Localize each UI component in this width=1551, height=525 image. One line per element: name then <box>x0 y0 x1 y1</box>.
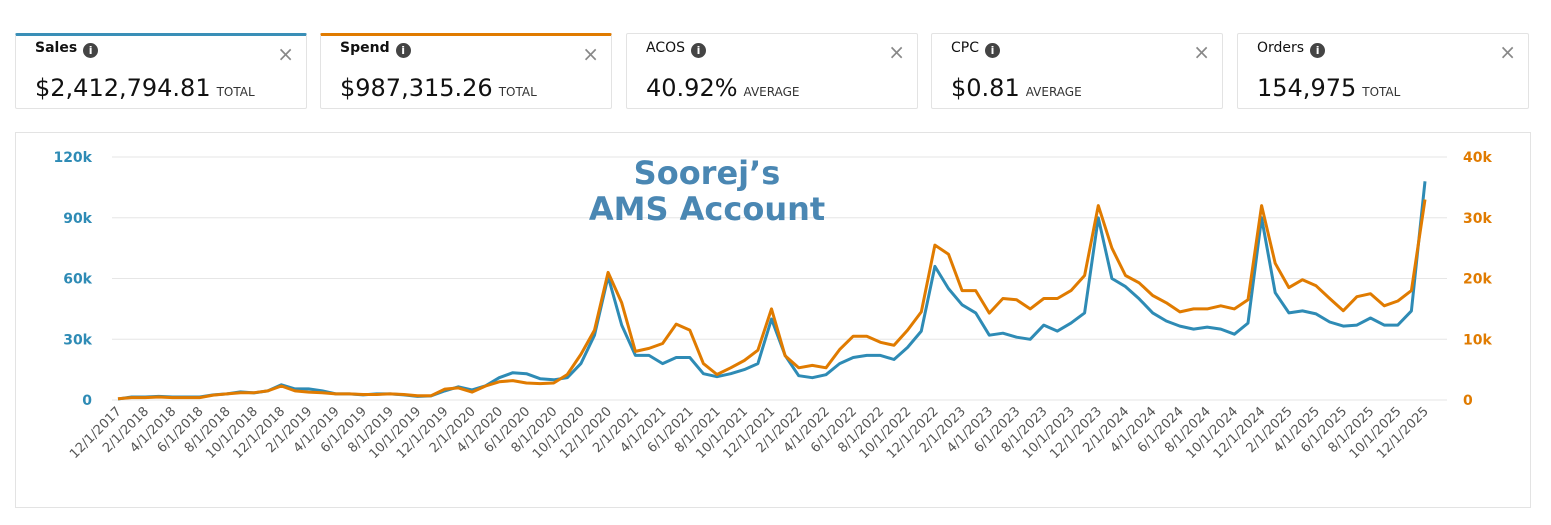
chart-title: Soorej’s <box>634 154 781 192</box>
card-unit: AVERAGE <box>743 85 800 99</box>
card-label: Spend <box>340 40 390 56</box>
card-value-row: 154,975 TOTAL <box>1257 74 1400 102</box>
card-value: $0.81 <box>951 74 1020 102</box>
card-unit: AVERAGE <box>1025 85 1082 99</box>
chart-title: AMS Account <box>589 190 825 228</box>
card-label-row: Spend i <box>340 40 411 58</box>
card-value: 40.92% <box>646 74 738 102</box>
card-value: 154,975 <box>1257 74 1357 102</box>
card-label-row: Sales i <box>35 40 99 58</box>
metric-card[interactable]: CPC i × $0.81 AVERAGE <box>931 33 1223 109</box>
series-line <box>117 199 1427 401</box>
close-button[interactable]: × <box>582 42 599 66</box>
card-value-row: $987,315.26 TOTAL <box>340 74 537 102</box>
y-tick-label: 90k <box>63 211 92 227</box>
card-label-row: ACOS i <box>646 40 707 58</box>
card-label: Sales <box>35 40 78 56</box>
card-label: ACOS <box>646 40 686 56</box>
card-value-row: $2,412,794.81 TOTAL <box>35 74 255 102</box>
card-label-row: CPC i <box>951 40 1000 58</box>
y-tick-label: 30k <box>63 332 92 348</box>
y2-tick-label: 10k <box>1463 332 1492 348</box>
metric-card[interactable]: Sales i × $2,412,794.81 TOTAL <box>15 33 307 109</box>
y2-tick-label: 30k <box>1463 211 1492 227</box>
card-value: $987,315.26 <box>340 74 493 102</box>
y2-tick-label: 0 <box>1463 393 1473 409</box>
close-button[interactable]: × <box>277 42 294 66</box>
info-icon: i <box>395 43 411 58</box>
y2-tick-label: 40k <box>1463 150 1492 166</box>
card-value-row: 40.92% AVERAGE <box>646 74 799 102</box>
info-icon: i <box>83 43 99 58</box>
card-unit: TOTAL <box>216 85 255 99</box>
card-unit: TOTAL <box>1362 85 1401 99</box>
y-tick-label: 60k <box>63 272 92 288</box>
close-button[interactable]: × <box>888 40 905 64</box>
chart-panel <box>15 132 1531 508</box>
card-label: CPC <box>951 40 979 56</box>
info-icon: i <box>691 43 707 58</box>
y-tick-label: 120k <box>53 150 92 166</box>
card-label-row: Orders i <box>1257 40 1326 58</box>
card-value: $2,412,794.81 <box>35 74 211 102</box>
card-label: Orders <box>1257 40 1305 56</box>
y2-tick-label: 20k <box>1463 272 1492 288</box>
close-button[interactable]: × <box>1499 40 1516 64</box>
y-tick-label: 0 <box>82 393 92 409</box>
card-unit: TOTAL <box>498 85 537 99</box>
close-button[interactable]: × <box>1193 40 1210 64</box>
info-icon: i <box>1310 43 1326 58</box>
metric-card[interactable]: ACOS i × 40.92% AVERAGE <box>626 33 918 109</box>
metric-card[interactable]: Orders i × 154,975 TOTAL <box>1237 33 1529 109</box>
card-value-row: $0.81 AVERAGE <box>951 74 1082 102</box>
metric-card[interactable]: Spend i × $987,315.26 TOTAL <box>320 33 612 109</box>
info-icon: i <box>985 43 1000 58</box>
